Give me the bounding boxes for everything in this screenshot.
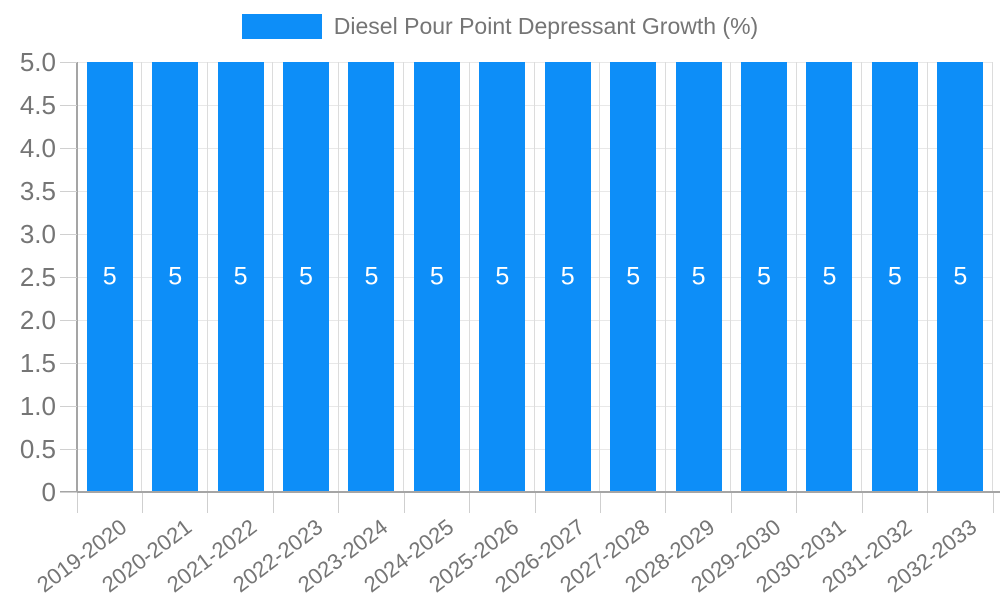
bar[interactable]: 5 — [806, 62, 853, 492]
x-tick — [861, 493, 863, 513]
bar-value-label: 5 — [495, 262, 510, 291]
bar-value-label: 5 — [168, 262, 183, 291]
y-tick — [60, 277, 77, 278]
legend: Diesel Pour Point Depressant Growth (%) — [0, 13, 1000, 40]
y-tick — [60, 148, 77, 149]
y-gridline — [77, 320, 993, 321]
bar-value-label: 5 — [364, 262, 379, 291]
x-gridline — [599, 62, 601, 492]
x-tick — [796, 493, 798, 513]
bar[interactable]: 5 — [741, 62, 787, 492]
bar[interactable]: 5 — [283, 62, 329, 492]
x-gridline — [468, 62, 470, 492]
y-tick-label: 4.5 — [19, 90, 56, 120]
x-gridline — [730, 62, 732, 492]
x-tick — [76, 493, 78, 513]
y-tick — [60, 191, 77, 192]
bar-value-label: 5 — [233, 262, 248, 291]
bar-value-label: 5 — [822, 262, 837, 291]
x-gridline — [664, 62, 666, 492]
bar-value-label: 5 — [560, 262, 575, 291]
y-tick — [60, 492, 77, 493]
y-gridline — [77, 277, 993, 278]
y-gridline — [77, 363, 993, 364]
y-gridline — [77, 234, 993, 235]
x-tick — [272, 493, 274, 513]
y-gridline — [77, 449, 993, 450]
y-tick — [60, 449, 77, 450]
y-gridline — [77, 62, 993, 63]
legend-label: Diesel Pour Point Depressant Growth (%) — [333, 13, 759, 39]
y-tick-label: 4.0 — [19, 133, 56, 163]
bar-value-label: 5 — [953, 262, 968, 291]
x-gridline — [926, 62, 928, 492]
y-gridline — [77, 105, 993, 106]
y-tick — [60, 320, 77, 321]
bar[interactable]: 5 — [479, 62, 526, 492]
y-axis-line — [76, 62, 78, 492]
bar[interactable]: 5 — [937, 62, 984, 492]
y-gridline — [77, 191, 993, 192]
bar-value-label: 5 — [887, 262, 902, 291]
x-tick — [338, 493, 340, 513]
bar[interactable]: 5 — [544, 62, 591, 492]
bar-value-label: 5 — [299, 262, 313, 291]
x-axis-line — [60, 491, 1000, 493]
bar-value-label: 5 — [102, 262, 117, 291]
y-tick-label: 1.0 — [19, 391, 56, 421]
bar-value-label: 5 — [429, 262, 444, 291]
y-tick — [60, 62, 77, 63]
x-tick — [927, 493, 929, 513]
y-tick-label: 2.5 — [19, 262, 56, 292]
y-gridline — [77, 148, 993, 149]
bar[interactable]: 5 — [871, 62, 918, 492]
bar[interactable]: 5 — [610, 62, 657, 492]
bar[interactable]: 5 — [348, 62, 395, 492]
bar[interactable]: 5 — [413, 62, 460, 492]
y-tick-label: 1.5 — [19, 348, 56, 378]
y-tick — [60, 406, 77, 407]
y-tick — [60, 363, 77, 364]
x-gridline — [141, 62, 143, 492]
x-tick — [141, 493, 143, 513]
x-tick — [992, 493, 994, 513]
x-tick — [665, 493, 667, 513]
bar-value-label: 5 — [691, 262, 706, 291]
x-gridline — [992, 62, 993, 492]
x-gridline — [272, 62, 274, 492]
x-tick — [207, 493, 209, 513]
x-tick — [534, 493, 536, 513]
bar[interactable]: 5 — [675, 62, 722, 492]
legend-swatch — [241, 14, 322, 39]
bar-value-label: 5 — [626, 262, 641, 291]
y-tick-label: 5.0 — [19, 47, 56, 77]
bar[interactable]: 5 — [217, 62, 264, 492]
y-tick-label: 2.0 — [19, 305, 56, 335]
y-tick — [60, 105, 77, 106]
x-tick — [730, 493, 732, 513]
y-tick-label: 0.5 — [19, 434, 56, 464]
bar[interactable]: 5 — [152, 62, 199, 492]
x-gridline — [861, 62, 863, 492]
bar-value-label: 5 — [757, 262, 771, 291]
y-tick-label: 3.5 — [19, 176, 56, 206]
x-gridline — [534, 62, 535, 492]
x-tick — [599, 493, 601, 513]
y-gridline — [77, 406, 993, 407]
y-tick — [60, 234, 77, 235]
x-tick — [403, 493, 405, 513]
x-gridline — [206, 62, 208, 492]
plot-area: 5 5 5 5 5 5 5 5 5 5 5 5 5 5 — [77, 62, 993, 492]
y-tick-label: 3.0 — [19, 219, 56, 249]
bar[interactable]: 5 — [86, 62, 133, 492]
x-gridline — [337, 62, 339, 492]
x-gridline — [403, 62, 405, 492]
x-gridline — [795, 62, 797, 492]
legend-item[interactable]: Diesel Pour Point Depressant Growth (%) — [241, 13, 759, 40]
y-tick-label: 0 — [41, 477, 56, 507]
x-tick — [469, 493, 471, 513]
